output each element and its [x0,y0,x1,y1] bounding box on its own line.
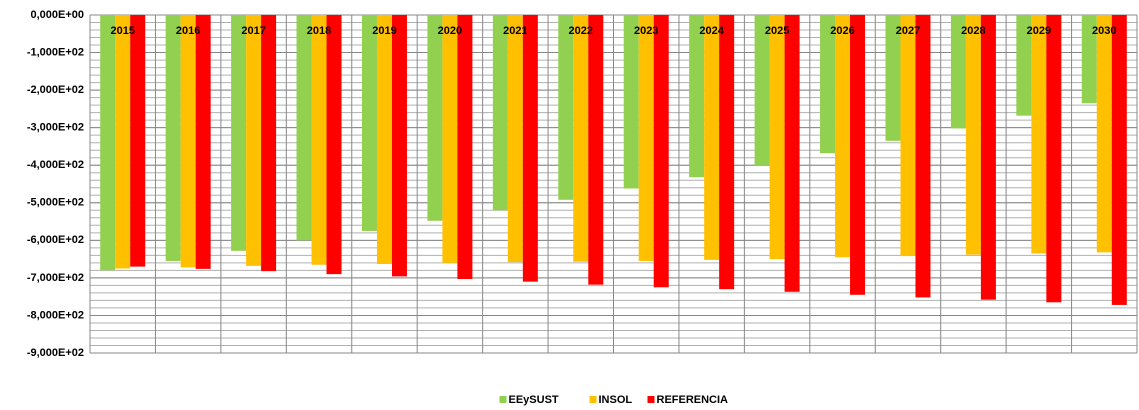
bar [689,15,705,178]
x-tick-label: 2023 [634,25,658,37]
bar [704,15,720,260]
x-tick-label: 2021 [503,25,527,37]
y-tick-label: -3,000E+02 [27,122,84,134]
y-tick-label: -4,000E+02 [27,159,84,171]
bar [492,15,508,211]
x-tick-label: 2027 [896,25,920,37]
x-tick-label: 2024 [699,25,724,37]
bar [850,15,866,295]
bar [820,15,836,154]
bar [115,15,131,269]
bar [638,15,654,261]
bar [769,15,785,260]
bar [965,15,981,255]
bar [1081,15,1097,104]
bar [457,15,473,280]
bar [653,15,669,288]
bar [588,15,604,285]
bar [180,15,196,268]
legend-swatch [589,396,597,403]
y-tick-label: 0,000E+00 [30,9,84,21]
bar [835,15,851,258]
x-tick-label: 2015 [110,25,134,37]
bar [442,15,458,263]
y-tick-label: -9,000E+02 [27,347,84,359]
legend-label: INSOL [599,394,633,406]
bar [900,15,916,257]
x-tick-label: 2016 [176,25,200,37]
x-tick-label: 2019 [372,25,396,37]
bar [558,15,574,200]
bar [1046,15,1062,303]
y-tick-label: -6,000E+02 [27,234,84,246]
y-tick-label: -8,000E+02 [27,309,84,321]
bar [950,15,966,129]
x-tick-label: 2017 [241,25,265,37]
bar [376,15,392,264]
bar [100,15,116,271]
bar [427,15,443,221]
x-tick-label: 2028 [961,25,985,37]
bar [885,15,901,141]
x-tick-label: 2026 [830,25,854,37]
legend-swatch [499,396,507,403]
bar [623,15,639,189]
x-tick-label: 2030 [1092,25,1116,37]
bar [195,15,211,269]
bar [1031,15,1047,254]
bar [980,15,996,300]
y-tick-label: -7,000E+02 [27,272,84,284]
bar [754,15,770,166]
bar [522,15,538,282]
x-tick-label: 2025 [765,25,789,37]
y-tick-label: -1,000E+02 [27,46,84,58]
bar [507,15,523,263]
bar [165,15,181,261]
x-tick-label: 2022 [569,25,593,37]
legend-label: REFERENCIA [657,394,729,406]
y-tick-label: -5,000E+02 [27,197,84,209]
bar [296,15,312,241]
bar [784,15,800,292]
bar [1016,15,1032,116]
legend-label: EEySUST [509,394,559,406]
x-tick-label: 2018 [307,25,331,37]
x-tick-label: 2020 [438,25,462,37]
y-tick-label: -2,000E+02 [27,84,84,96]
x-tick-label: 2029 [1027,25,1051,37]
bar [231,15,247,251]
bar [573,15,589,262]
bar [1111,15,1127,305]
bar [130,15,146,267]
bar [719,15,735,290]
legend-swatch [647,396,655,403]
bar [311,15,327,265]
bar [261,15,277,272]
bar [246,15,262,266]
bar [391,15,407,277]
bar [915,15,931,298]
bar [326,15,342,275]
bar [1096,15,1112,253]
bar [361,15,377,231]
